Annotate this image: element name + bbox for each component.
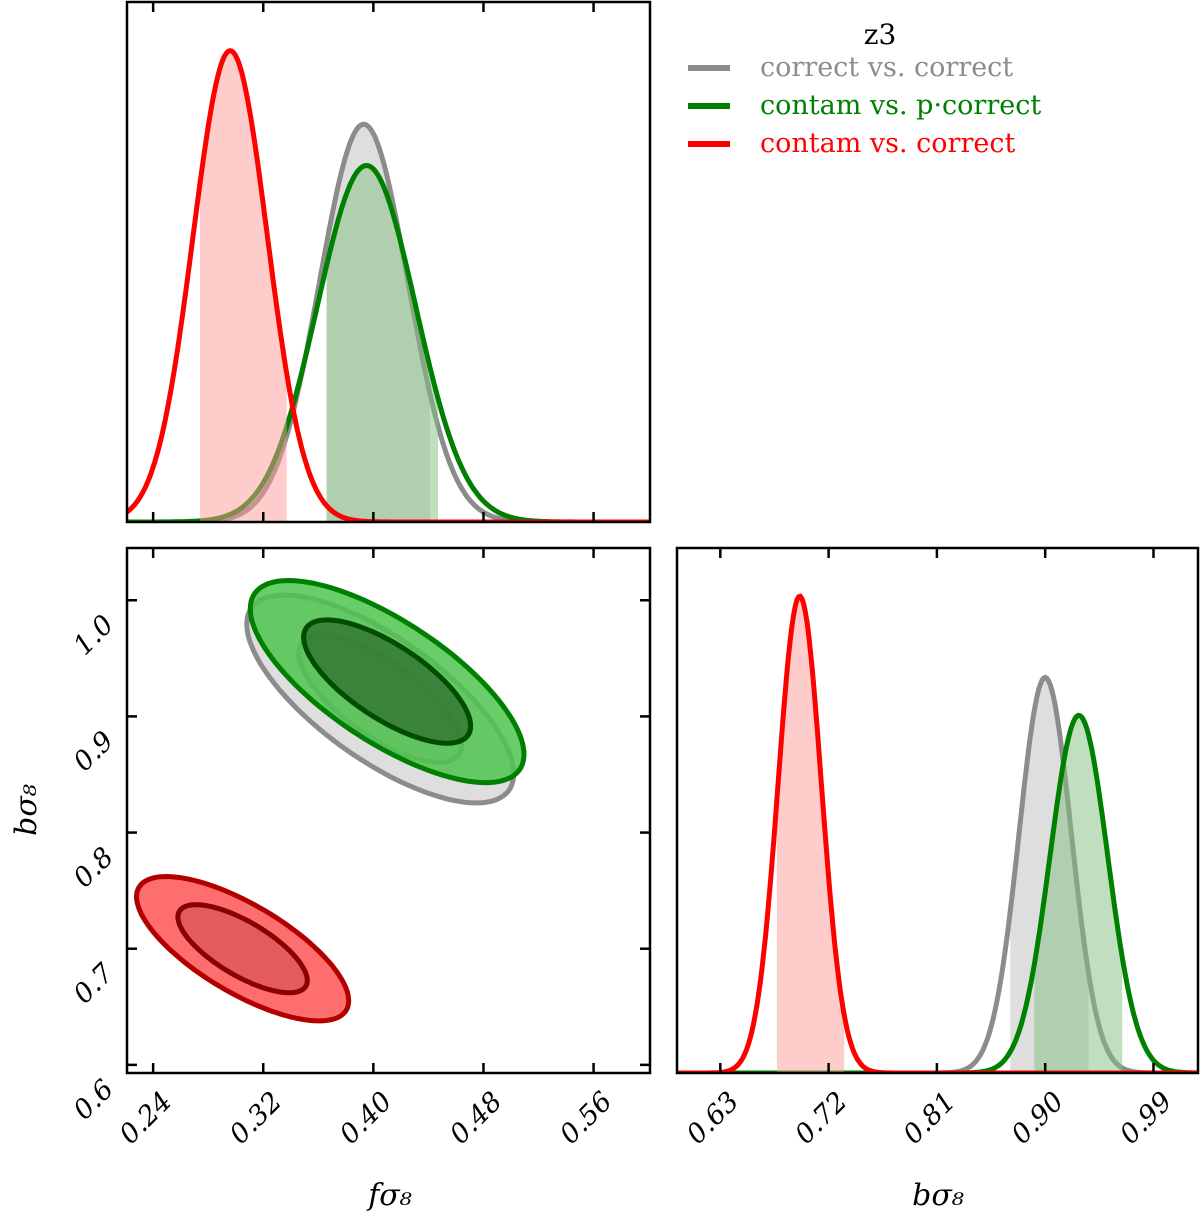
x-tick-label: 0.63 — [681, 1086, 745, 1150]
x-tick-label: 0.99 — [1114, 1086, 1178, 1150]
y-tick-label: 0.8 — [68, 842, 120, 894]
marginal-f-plot — [127, 48, 650, 522]
legend-entry-label: correct vs. correct — [760, 52, 1013, 83]
x-tick-label: 0.72 — [789, 1086, 853, 1150]
series-1-f-interval-fill — [326, 165, 438, 522]
x-tick-label: 0.40 — [334, 1086, 398, 1150]
legend: z3 correct vs. correct contam vs. p·corre… — [688, 18, 1041, 159]
series-2-contour-68 — [175, 902, 310, 996]
x-tick-label: 0.90 — [1006, 1086, 1070, 1150]
legend-title: z3 — [864, 18, 897, 51]
series-1-b-curve — [677, 712, 1198, 1073]
chart-marks — [127, 48, 1198, 1073]
x-tick-label: 0.48 — [444, 1086, 508, 1150]
series-2-b-curve — [677, 593, 1198, 1073]
x-axis-label-b: bσ₈ — [912, 1178, 964, 1213]
series-1-contour-68 — [301, 617, 474, 746]
x-tick-label: 0.56 — [554, 1086, 618, 1150]
x-tick-label: 0.32 — [224, 1086, 288, 1150]
x-axis-label-f: fσ₈ — [366, 1178, 412, 1213]
marginal-b-plot — [677, 593, 1198, 1073]
legend-entry-label: contam vs. p·correct — [760, 90, 1041, 121]
x-tick-label: 0.24 — [114, 1086, 178, 1150]
series-2-f-interval-fill — [199, 50, 287, 522]
axes-frame-tl — [125, 0, 652, 524]
y-tick-label: 0.9 — [68, 725, 120, 777]
legend-entry-label: contam vs. correct — [760, 128, 1015, 159]
y-tick-label: 1.0 — [68, 609, 120, 661]
y-tick-label: 0.7 — [68, 957, 121, 1010]
x-tick-label: 0.81 — [897, 1086, 961, 1150]
series-2-b-interval-fill — [776, 596, 845, 1073]
axes-frame-bl — [125, 546, 652, 1075]
joint-f-b-plot — [133, 577, 527, 1024]
y-axis-label-b: bσ₈ — [9, 784, 44, 836]
y-tick-label: 0.6 — [68, 1074, 120, 1126]
